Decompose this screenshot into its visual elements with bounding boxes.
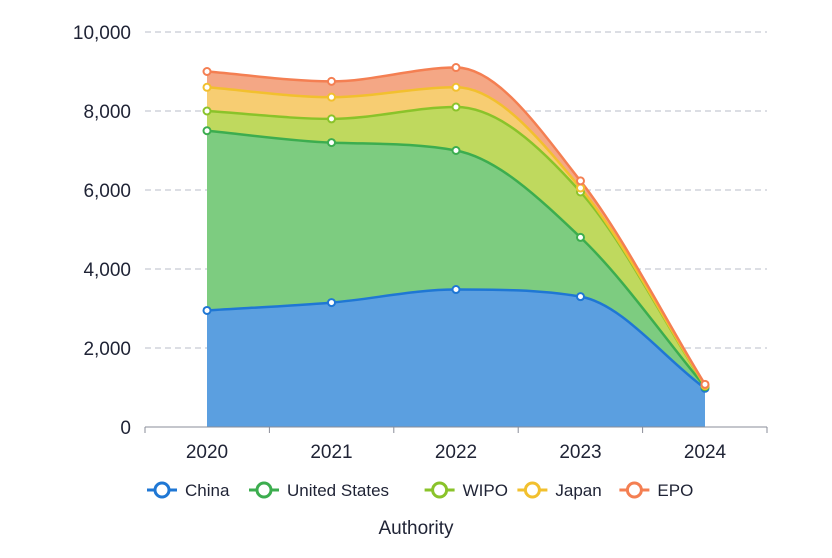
point-epo[interactable] (328, 78, 335, 85)
legend-swatch-marker (433, 483, 447, 497)
point-china[interactable] (328, 299, 335, 306)
x-tick-label: 2021 (310, 442, 352, 463)
legend-item-epo[interactable]: EPO (619, 481, 693, 500)
legend-label: EPO (657, 481, 693, 500)
point-china[interactable] (577, 293, 584, 300)
point-epo[interactable] (702, 381, 709, 388)
point-japan[interactable] (204, 84, 211, 91)
y-tick-label: 8,000 (83, 102, 131, 123)
legend-label: United States (287, 481, 389, 500)
point-china[interactable] (204, 307, 211, 314)
legend-item-wipo[interactable]: WIPO (425, 481, 508, 500)
point-united-states[interactable] (204, 127, 211, 134)
point-epo[interactable] (577, 177, 584, 184)
stacked-area-chart: 0 2,000 4,000 6,000 8,000 10,000 2020 2021 2022 2… (0, 0, 832, 558)
x-tick-label: 2023 (559, 442, 601, 463)
x-tick-label: 2022 (435, 442, 477, 463)
legend-item-japan[interactable]: Japan (517, 481, 601, 500)
y-tick-label: 2,000 (83, 339, 131, 360)
legend-label: China (185, 481, 230, 500)
point-wipo[interactable] (204, 108, 211, 115)
y-tick-label: 6,000 (83, 181, 131, 202)
point-wipo[interactable] (453, 104, 460, 111)
y-tick-label: 0 (120, 418, 131, 439)
legend: China United States WIPO Japan EPO (147, 481, 693, 500)
legend-label: Japan (555, 481, 601, 500)
legend-label: WIPO (463, 481, 508, 500)
legend-swatch-marker (627, 483, 641, 497)
point-epo[interactable] (204, 68, 211, 75)
legend-swatch-marker (257, 483, 271, 497)
point-wipo[interactable] (328, 115, 335, 122)
legend-swatch-marker (525, 483, 539, 497)
legend-swatch-marker (155, 483, 169, 497)
point-japan[interactable] (328, 94, 335, 101)
x-axis-title: Authority (379, 518, 454, 539)
y-tick-label: 10,000 (73, 23, 131, 44)
point-united-states[interactable] (328, 139, 335, 146)
point-japan[interactable] (453, 84, 460, 91)
point-epo[interactable] (453, 64, 460, 71)
point-china[interactable] (453, 286, 460, 293)
y-tick-label: 4,000 (83, 260, 131, 281)
x-tick-label: 2024 (684, 442, 727, 463)
x-tick-label: 2020 (186, 442, 228, 463)
legend-item-china[interactable]: China (147, 481, 230, 500)
point-united-states[interactable] (577, 234, 584, 241)
legend-item-united-states[interactable]: United States (249, 481, 389, 500)
point-japan[interactable] (577, 185, 584, 192)
point-united-states[interactable] (453, 147, 460, 154)
series-areas (207, 68, 705, 427)
